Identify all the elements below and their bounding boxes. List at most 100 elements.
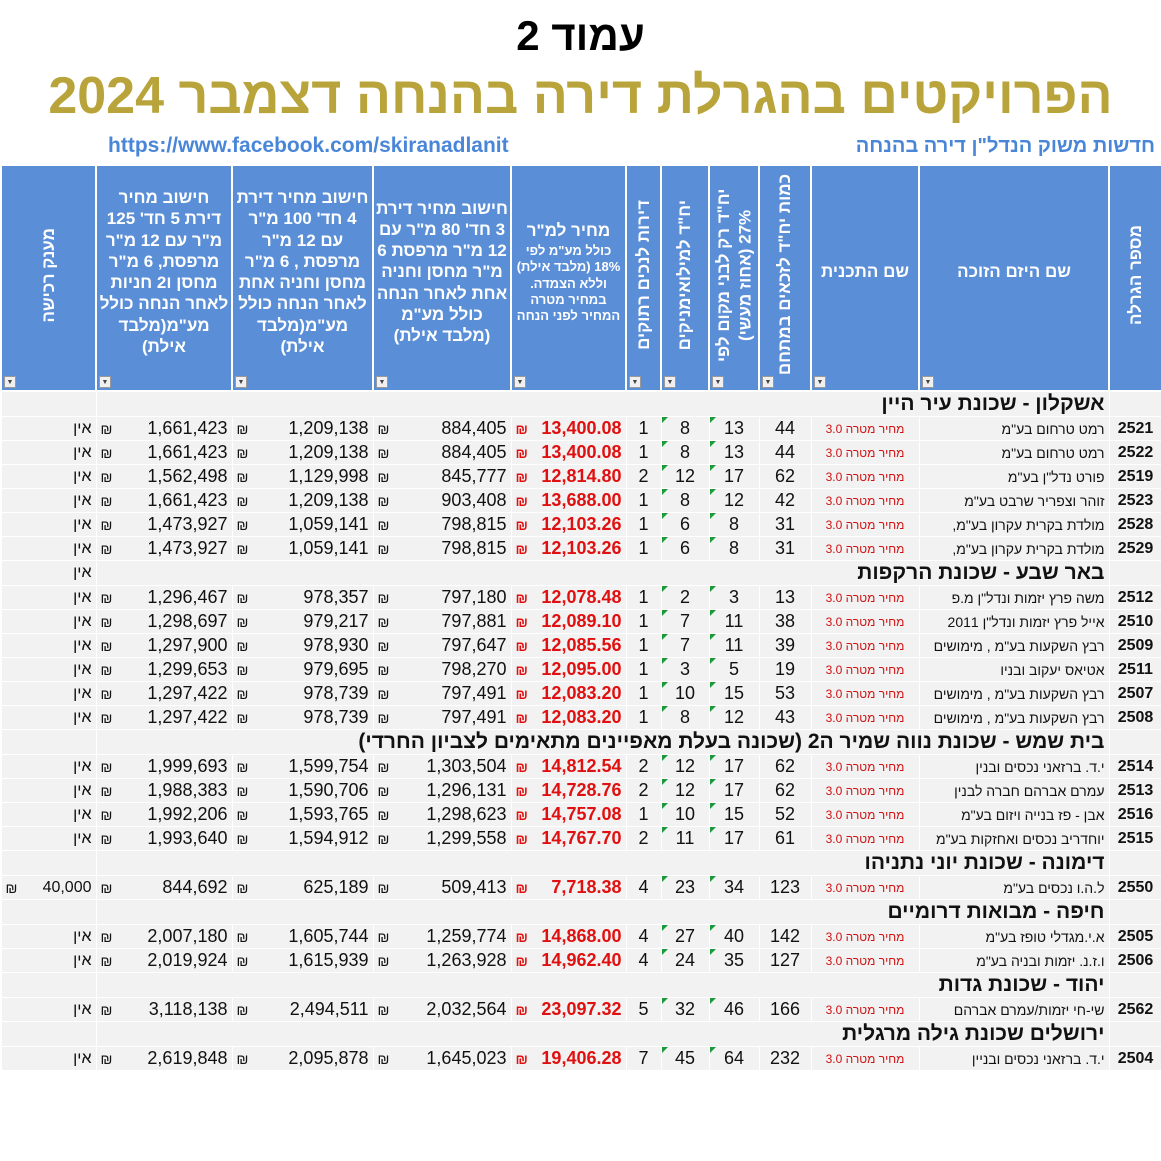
empty-cell <box>1108 850 1161 876</box>
filter-dropdown-button[interactable]: ▼ <box>712 376 724 388</box>
value: 797,647 <box>441 635 507 655</box>
currency-value: ₪ 1,661,423 <box>101 490 228 511</box>
filter-dropdown-button[interactable]: ▼ <box>235 376 247 388</box>
table-row[interactable]: 2510 אייל פרץ יזמות ונדל"ן 2011 מחיר מטרה … <box>0 609 1161 634</box>
filter-dropdown-button[interactable]: ▼ <box>99 376 111 388</box>
filter-dropdown-button[interactable]: ▼ <box>514 376 526 388</box>
price-per-sqm: ₪ 12,089.10 <box>510 609 627 634</box>
price-per-sqm: ₪ 13,400.08 <box>510 440 627 465</box>
table-row[interactable]: 2504 י.ד. ברזאני נכסים ובניין מחיר מטרה 3.… <box>0 1046 1161 1071</box>
filter-dropdown-button[interactable]: ▼ <box>814 376 826 388</box>
column-header: מענק רכישה ▼ <box>0 164 97 392</box>
plan-name: מחיר מטרה 3.0 <box>810 778 920 803</box>
units-disabled: 2 <box>625 826 662 851</box>
shekel-icon: ₪ <box>236 516 249 533</box>
shekel-icon: ₪ <box>100 806 113 823</box>
units-reservists: 8 <box>660 440 710 465</box>
price-3-rooms: ₪ 2,032,564 <box>372 997 512 1022</box>
currency-value: ₪ 14,962.40 <box>516 950 622 971</box>
table-row[interactable]: 2512 משה פרץ יזמות ונדל"ן מ.פ מחיר מטרה 3.… <box>0 585 1161 610</box>
column-header-label: מספר הגרלה <box>1125 225 1145 325</box>
value: 1,299,653 <box>147 659 228 679</box>
table-row[interactable]: 2562 שי-חי יזמות/עמרם אברהם מחיר מטרה 3.0 1… <box>0 997 1161 1022</box>
shekel-icon: ₪ <box>515 444 528 461</box>
purchase-grant: אין <box>0 585 97 610</box>
empty-cell <box>1108 729 1161 755</box>
filter-dropdown-button[interactable]: ▼ <box>922 376 934 388</box>
table-row[interactable]: 2506 ו.ז.נ. יזמות ובניה בע"מ מחיר מטרה 3.0… <box>0 948 1161 973</box>
units-reservists: 11 <box>660 826 710 851</box>
purchase-grant: אין <box>0 1046 97 1071</box>
table-row[interactable]: 2508 רבץ השקעות בע"מ , מימושים מחיר מטרה 3… <box>0 705 1161 730</box>
value: 1,999,693 <box>147 756 228 776</box>
plan-name: מחיר מטרה 3.0 <box>810 754 920 779</box>
shekel-icon: ₪ <box>100 468 113 485</box>
units-disabled: 1 <box>625 585 662 610</box>
lottery-number: 2507 <box>1108 681 1161 706</box>
plan-name: מחיר מטרה 3.0 <box>810 948 920 973</box>
units-total: 127 <box>758 948 812 973</box>
currency-value: ₪ 884,405 <box>378 418 507 439</box>
filter-dropdown-button[interactable]: ▼ <box>762 376 774 388</box>
shekel-icon: ₪ <box>236 879 249 896</box>
lottery-number: 2508 <box>1108 705 1161 730</box>
purchase-grant: אין <box>0 826 97 851</box>
filter-dropdown-button[interactable]: ▼ <box>664 376 676 388</box>
column-header-label: שם התכנית <box>820 262 910 282</box>
developer-name: אייל פרץ יזמות ונדל"ן 2011 <box>918 609 1110 634</box>
shekel-icon: ₪ <box>515 1001 528 1018</box>
table-row[interactable]: 2550 ל.ה.ו נכסים בע"מ מחיר מטרה 3.0 123 34 23… <box>0 875 1161 900</box>
filter-dropdown-button[interactable]: ▼ <box>376 376 388 388</box>
shekel-icon: ₪ <box>100 952 113 969</box>
price-5-rooms: ₪ 1,473,927 <box>95 536 233 561</box>
shekel-icon: ₪ <box>236 685 249 702</box>
table-row[interactable]: 2507 רבץ השקעות בע"מ , מימושים מחיר מטרה 3… <box>0 681 1161 706</box>
table-row[interactable]: 2511 אטיאס יעקוב ובניו מחיר מטרה 3.0 19 5 3 1 ₪… <box>0 657 1161 682</box>
plan-name: מחיר מטרה 3.0 <box>810 657 920 682</box>
table-row[interactable]: 2529 מולדת בקרית עקרון בע"מ, מחיר מטרה 3.0… <box>0 536 1161 561</box>
price-4-rooms: ₪ 1,059,141 <box>231 536 374 561</box>
filter-dropdown-button[interactable]: ▼ <box>4 376 16 388</box>
currency-value: ₪ 797,180 <box>378 587 507 608</box>
table-row[interactable]: 2528 מולדת בקרית עקרון בע"מ, מחיר מטרה 3.0… <box>0 512 1161 537</box>
table-row[interactable]: 2516 אבן - פז בנייה ויזום בע"מ מחיר מטרה 3… <box>0 802 1161 827</box>
price-5-rooms: ₪ 1,296,467 <box>95 585 233 610</box>
value: 844,692 <box>162 877 228 897</box>
table-row[interactable]: 2513 עמרם אברהם חברה לבנין מחיר מטרה 3.0 62… <box>0 778 1161 803</box>
shekel-icon: ₪ <box>377 709 390 726</box>
units-total: 31 <box>758 536 812 561</box>
units-total: 31 <box>758 512 812 537</box>
price-5-rooms: ₪ 2,019,924 <box>95 948 233 973</box>
facebook-link[interactable]: https://www.facebook.com/skiranadlanit <box>108 134 509 157</box>
filter-dropdown-button[interactable]: ▼ <box>629 376 641 388</box>
table-row[interactable]: 2522 רמט טרחום בע"מ מחיר מטרה 3.0 44 13 8 1 ₪ 13… <box>0 440 1161 465</box>
units-locals: 15 <box>708 802 760 827</box>
table-row[interactable]: 2523 זוהר וצפריר שרבט בע"מ מחיר מטרה 3.0 42… <box>0 488 1161 513</box>
column-header: מספר הגרלה <box>1108 164 1161 392</box>
units-disabled: 2 <box>625 778 662 803</box>
column-header: כמות יח"ד לזכאים במתחם ▼ <box>758 164 812 392</box>
value: 1,296,131 <box>426 780 507 800</box>
units-total: 19 <box>758 657 812 682</box>
currency-value: ₪ 1,615,939 <box>237 950 369 971</box>
units-reservists: 23 <box>660 875 710 900</box>
units-locals: 13 <box>708 440 760 465</box>
grant-cell <box>0 899 97 925</box>
currency-value: ₪ 1,129,998 <box>237 466 369 487</box>
table-row[interactable]: 2519 פורט נדל"ן בע"מ מחיר מטרה 3.0 62 17 12 2 ₪… <box>0 464 1161 489</box>
table-row[interactable]: 2509 רבץ השקעות בע"מ , מימושים מחיר מטרה 3… <box>0 633 1161 658</box>
price-3-rooms: ₪ 1,263,928 <box>372 948 512 973</box>
shekel-icon: ₪ <box>100 420 113 437</box>
table-row[interactable]: 2515 יוחדריב נכסים ואחזקות בע"מ מחיר מטרה … <box>0 826 1161 851</box>
column-header-label: דירות לנכים רתוקים <box>633 200 653 350</box>
units-total: 53 <box>758 681 812 706</box>
value: 1,303,504 <box>426 756 507 776</box>
table-row[interactable]: 2514 י.ד. ברזאני נכסים ובנין מחיר מטרה 3.0… <box>0 754 1161 779</box>
value: 1,209,138 <box>288 418 369 438</box>
table-row[interactable]: 2505 א.י.מגדלי טופז בע"מ מחיר מטרה 3.0 142 4… <box>0 924 1161 949</box>
empty-cell <box>1108 1021 1161 1047</box>
lottery-number: 2504 <box>1108 1046 1161 1071</box>
price-3-rooms: ₪ 845,777 <box>372 464 512 489</box>
table-row[interactable]: 2521 רמט טרחום בע"מ מחיר מטרה 3.0 44 13 8 1 ₪ 13… <box>0 416 1161 441</box>
grant-cell <box>0 972 97 998</box>
